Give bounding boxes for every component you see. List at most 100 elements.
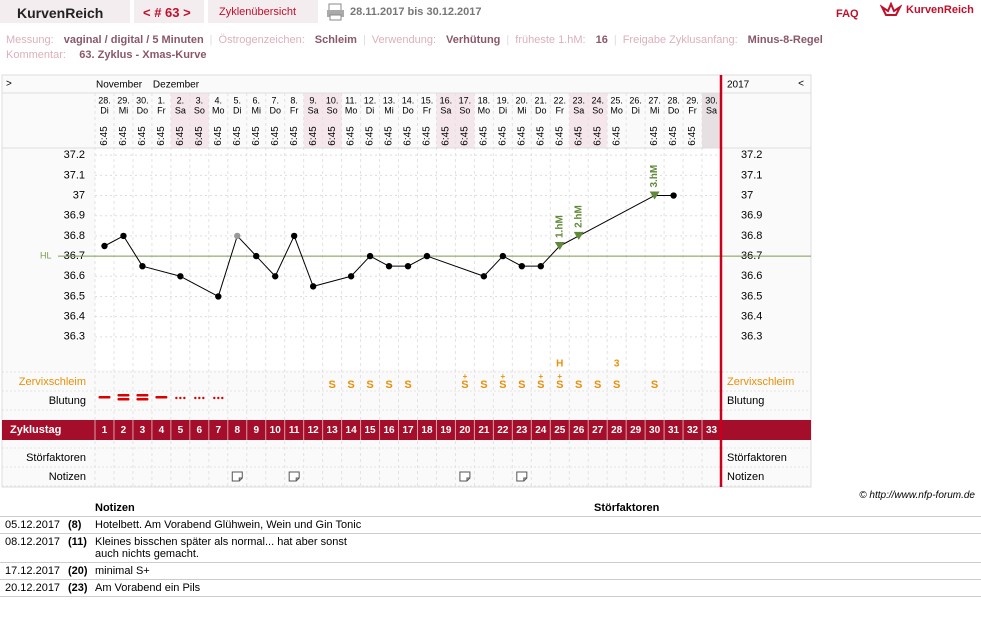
temperature-point (347, 273, 355, 280)
date-label: 30. (705, 95, 718, 105)
info-value: Verhütung (446, 34, 501, 46)
cycle-day: 30 (649, 425, 661, 436)
date-label: 19. (497, 95, 510, 105)
y-tick-label: 37.1 (64, 169, 85, 181)
time-label: 6:45 (535, 126, 546, 146)
cycle-day: 22 (497, 425, 509, 436)
temperature-point (253, 252, 260, 260)
cycle-day: 4 (159, 425, 165, 436)
time-label: 6:45 (422, 126, 433, 146)
weekend-shade (436, 93, 456, 148)
temperature-point (101, 242, 108, 250)
note-icon (288, 471, 300, 482)
weekend-shade (588, 93, 608, 148)
date-label: 15. (421, 95, 434, 105)
weekday-label: Mo (212, 105, 225, 115)
y-tick-label-right: 36.3 (741, 331, 762, 343)
connector (369, 255, 390, 267)
y-tick-label: 36.4 (64, 311, 85, 323)
y-tick-label: 36.6 (64, 270, 85, 282)
nav-left: > (6, 79, 12, 90)
weekday-label: So (327, 105, 338, 115)
bleeding-mark (155, 396, 168, 399)
printer-icon[interactable] (326, 2, 346, 22)
date-label: 18. (478, 95, 491, 105)
date-cell: 05.12.2017 (5, 519, 61, 531)
peak-marker (573, 231, 584, 240)
cycle-day: 13 (327, 425, 339, 436)
bleeding-mark (136, 394, 149, 401)
weekday-label: Fr (688, 105, 697, 115)
info-line: Messung: vaginal / digital / 5 Minuten | Ös… (6, 30, 823, 48)
weekday-label: Sa (706, 105, 717, 115)
weekday-label: Mi (517, 105, 527, 115)
y-tick-label-right: 36.8 (741, 230, 762, 242)
nav-tab (134, 0, 204, 23)
weekday-label: Mo (478, 105, 491, 115)
connector (123, 235, 143, 267)
date-label: 24. (591, 95, 604, 105)
time-label: 6:45 (687, 126, 698, 146)
cycle-day: 7 (216, 425, 222, 436)
info-label: früheste 1.hM: (515, 34, 586, 46)
bleeding-dot (179, 396, 182, 400)
cycle-day: 16 (383, 425, 395, 436)
weekday-label: Fr (556, 105, 565, 115)
info-value: vaginal / digital / 5 Minuten (63, 34, 204, 46)
time-label: 6:45 (384, 126, 395, 146)
cervix-mark: S (613, 379, 620, 391)
weekday-label: Mo (345, 105, 358, 115)
y-tick-label: 36.3 (64, 331, 85, 343)
temperature-point (120, 232, 127, 240)
temperature-point (309, 283, 317, 290)
header-cell: Störfaktoren (594, 502, 660, 514)
time-label: 6:45 (156, 126, 167, 146)
time-label: 6:45 (611, 126, 622, 146)
connector (350, 255, 371, 277)
faq-link[interactable]: FAQ (836, 8, 859, 20)
overview-link[interactable]: Zyklenübersicht (219, 6, 297, 18)
date-label: 29. (117, 95, 130, 105)
y-tick-label: 36.5 (64, 290, 85, 302)
cycle-day: 2 (121, 425, 127, 436)
bleeding-dash (136, 398, 149, 401)
cycle-day: 15 (364, 425, 376, 436)
month-label: November (96, 80, 143, 91)
peak-marker (649, 191, 660, 200)
cervix-mark: S (594, 379, 601, 391)
time-label: 6:45 (516, 126, 527, 146)
weekday-label: So (194, 105, 205, 115)
weekday-label: Mo (610, 105, 623, 115)
time-label: 6:45 (175, 126, 186, 146)
weekday-label: Do (269, 105, 281, 115)
y-tick-label-right: 37.2 (741, 149, 762, 161)
cycle-day: 27 (592, 425, 604, 436)
weekday-label: So (459, 105, 470, 115)
weekend-shade (322, 93, 342, 148)
bleeding-dash (117, 398, 130, 401)
plot-bg (95, 148, 721, 370)
brand-tab (0, 0, 130, 23)
cycle-nav[interactable]: < # 63 > (143, 5, 191, 20)
brand: KurvenReich (17, 5, 104, 21)
cycle-day: 24 (535, 425, 547, 436)
date-label: 1. (158, 95, 166, 105)
connector (502, 255, 523, 267)
y-tick-label: 37 (73, 189, 85, 201)
cycle-day: 12 (308, 425, 320, 436)
time-label: 6:45 (270, 126, 281, 146)
month-label: Dezember (153, 80, 200, 91)
time-label: 6:45 (554, 126, 565, 146)
connector (293, 235, 314, 287)
row-label-right: Störfaktoren (727, 452, 787, 464)
connector (274, 235, 295, 277)
cervix-mark: S (499, 379, 506, 391)
cervix-sup: + (538, 372, 543, 381)
day-cell: (11) (68, 536, 87, 548)
weekday-label: Do (535, 105, 547, 115)
cervix-mark: S (537, 379, 544, 391)
y-tick-label-right: 36.6 (741, 270, 762, 282)
y-tick-label-right: 36.4 (741, 311, 762, 323)
cycle-day: 10 (270, 425, 282, 436)
